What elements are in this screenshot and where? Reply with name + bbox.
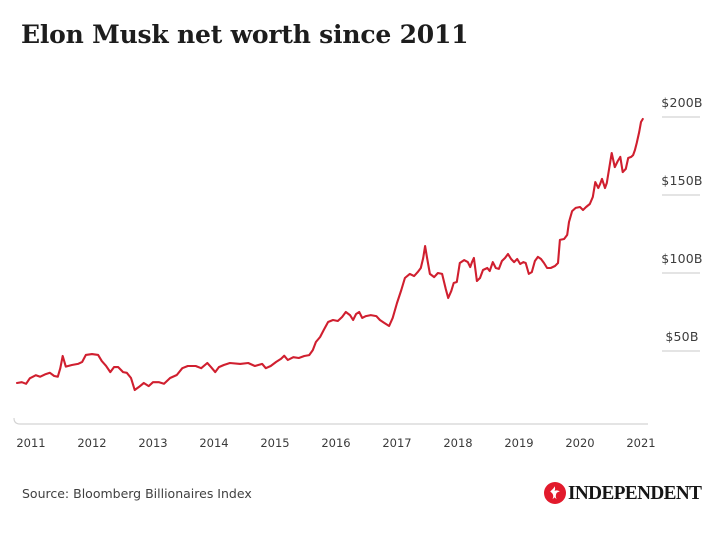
x-axis-label: 2013 (138, 436, 168, 450)
independent-wordmark: INDEPENDENT (568, 481, 702, 504)
x-axis-baseline (13, 417, 648, 425)
y-axis-label: $150B (661, 173, 703, 188)
x-axis-label: 2011 (16, 436, 46, 450)
x-axis-label: 2021 (626, 436, 656, 450)
x-axis-label: 2014 (199, 436, 229, 450)
y-axis-label: $50B (665, 329, 699, 344)
x-axis-label: 2015 (260, 436, 290, 450)
source-note: Source: Bloomberg Billionaires Index (22, 486, 252, 501)
y-axis-label: $200B (661, 95, 703, 110)
net-worth-line (15, 117, 644, 392)
x-axis-label: 2018 (443, 436, 473, 450)
x-axis-label: 2020 (565, 436, 595, 450)
x-axis-label: 2017 (382, 436, 412, 450)
x-axis-label: 2012 (77, 436, 107, 450)
x-axis-label: 2019 (504, 436, 534, 450)
x-axis-label: 2016 (321, 436, 351, 450)
chart-title: Elon Musk net worth since 2011 (21, 20, 469, 49)
independent-eagle-icon (544, 482, 566, 504)
independent-logo: INDEPENDENT (544, 480, 707, 506)
y-axis-label: $100B (661, 251, 703, 266)
